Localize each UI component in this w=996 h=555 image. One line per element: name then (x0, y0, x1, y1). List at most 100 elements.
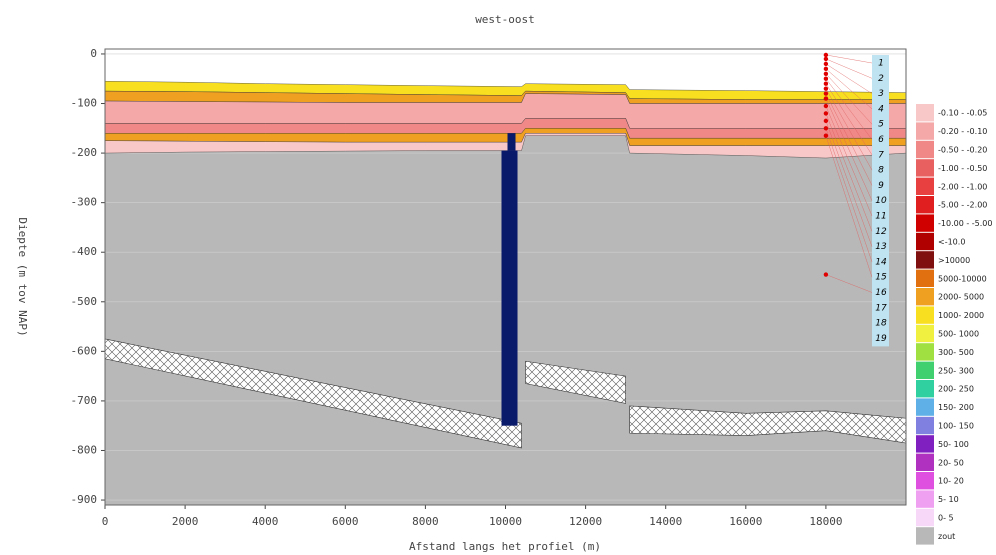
fan-line (825, 105, 873, 217)
legend-swatch (916, 398, 934, 416)
x-tick-label: 10000 (489, 515, 522, 528)
fan-line (825, 73, 873, 125)
hatched-zone (525, 360, 626, 404)
fan-line (825, 135, 873, 278)
well (501, 150, 518, 426)
layer-label: 12 (875, 227, 887, 237)
fan-line (825, 98, 873, 201)
legend-label: 2000- 5000 (938, 293, 984, 302)
legend-swatch (916, 453, 934, 471)
y-tick-label: -300 (71, 196, 98, 209)
legend-swatch (916, 159, 934, 177)
layer-label: 18 (875, 319, 887, 329)
legend-label: 250- 300 (938, 366, 974, 375)
legend-label: -0.20 - -0.10 (938, 127, 987, 136)
x-axis-label: Afstand langs het profiel (m) (409, 540, 601, 553)
legend-swatch (916, 140, 934, 159)
legend-swatch (916, 490, 934, 508)
legend-label: 5000-10000 (938, 274, 987, 283)
layer-label: 8 (878, 166, 884, 176)
legend-label: -2.00 - -1.00 (938, 182, 987, 191)
legend-label: 20- 50 (938, 458, 964, 467)
legend-swatch (916, 288, 934, 306)
legend-swatch (916, 343, 934, 361)
fan-line (825, 120, 873, 247)
legend-label: -0.10 - -0.05 (938, 109, 987, 118)
legend-label: 100- 150 (938, 422, 974, 431)
point (823, 133, 829, 138)
legend-label: 150- 200 (938, 403, 974, 412)
legend-swatch (916, 306, 934, 324)
legend-swatch (916, 177, 934, 195)
point (823, 91, 829, 96)
legend-swatch (916, 380, 934, 398)
layer-label: 13 (875, 242, 887, 252)
legend-label: 200- 250 (938, 385, 974, 394)
fan-line (825, 78, 873, 140)
x-tick-label: 6000 (332, 515, 359, 528)
legend-swatch (916, 122, 934, 140)
point (823, 66, 829, 72)
fan-line (825, 93, 873, 186)
point (823, 96, 829, 101)
legend-swatch (916, 232, 934, 251)
x-tick-label: 18000 (809, 515, 842, 528)
y-tick-label: -500 (71, 295, 98, 308)
layer-label-column (872, 55, 889, 347)
layer-label: 4 (878, 104, 884, 114)
point (823, 103, 829, 109)
legend-label: 10- 20 (938, 477, 964, 486)
y-tick-label: -400 (71, 245, 98, 258)
legend-label: -10.00 - -5.00 (938, 219, 992, 228)
layer-label: 14 (875, 257, 887, 267)
y-tick-label: 0 (90, 47, 97, 60)
legend-swatch (916, 472, 934, 490)
y-tick-label: -600 (71, 344, 98, 357)
layer-label: 3 (878, 89, 884, 99)
y-tick-label: -800 (71, 443, 98, 456)
x-tick-label: 4000 (252, 515, 279, 528)
fan-line (825, 128, 873, 262)
point (823, 126, 829, 131)
legend-label: 300- 500 (938, 348, 974, 357)
layer-label: 16 (875, 288, 887, 298)
layer-label: 2 (878, 74, 884, 84)
point (823, 111, 829, 116)
x-tick-label: 14000 (649, 515, 682, 528)
legend-label: -1.00 - -0.50 (938, 164, 987, 173)
y-tick-label: -700 (71, 394, 98, 407)
y-axis-label: Diepte (m tov NAP) (16, 217, 29, 336)
legend-label: 5- 10 (938, 495, 959, 504)
point (823, 71, 829, 76)
point (823, 118, 829, 124)
fan-line (825, 83, 873, 155)
legend-label: >10000 (938, 256, 970, 265)
legend-swatch (916, 508, 934, 527)
legend-swatch (916, 104, 934, 122)
layer-label: 1 (878, 59, 884, 69)
fan-line (825, 54, 873, 64)
point (823, 272, 829, 277)
legend-swatch (916, 269, 934, 287)
layer-label: 10 (875, 196, 887, 206)
legend-label: <-10.0 (938, 238, 965, 247)
legend-swatch (916, 214, 934, 232)
legend-swatch (916, 251, 934, 269)
fan-line (825, 88, 873, 171)
well-top (507, 133, 516, 151)
y-tick-label: -100 (71, 97, 98, 110)
chart-title: west-oost (475, 13, 535, 26)
point (823, 56, 829, 62)
layer-label: 9 (878, 181, 884, 191)
y-tick-label: -200 (71, 146, 98, 159)
x-tick-label: 2000 (172, 515, 199, 528)
y-tick-label: -900 (71, 493, 98, 506)
legend-label: -5.00 - -2.00 (938, 201, 987, 210)
layer-label: 15 (875, 273, 887, 283)
fan-line (825, 113, 873, 232)
legend-label: -0.50 - -0.20 (938, 146, 987, 155)
legend-label: 500- 1000 (938, 330, 979, 339)
fan-line (825, 68, 873, 110)
legend-swatch (916, 324, 934, 343)
